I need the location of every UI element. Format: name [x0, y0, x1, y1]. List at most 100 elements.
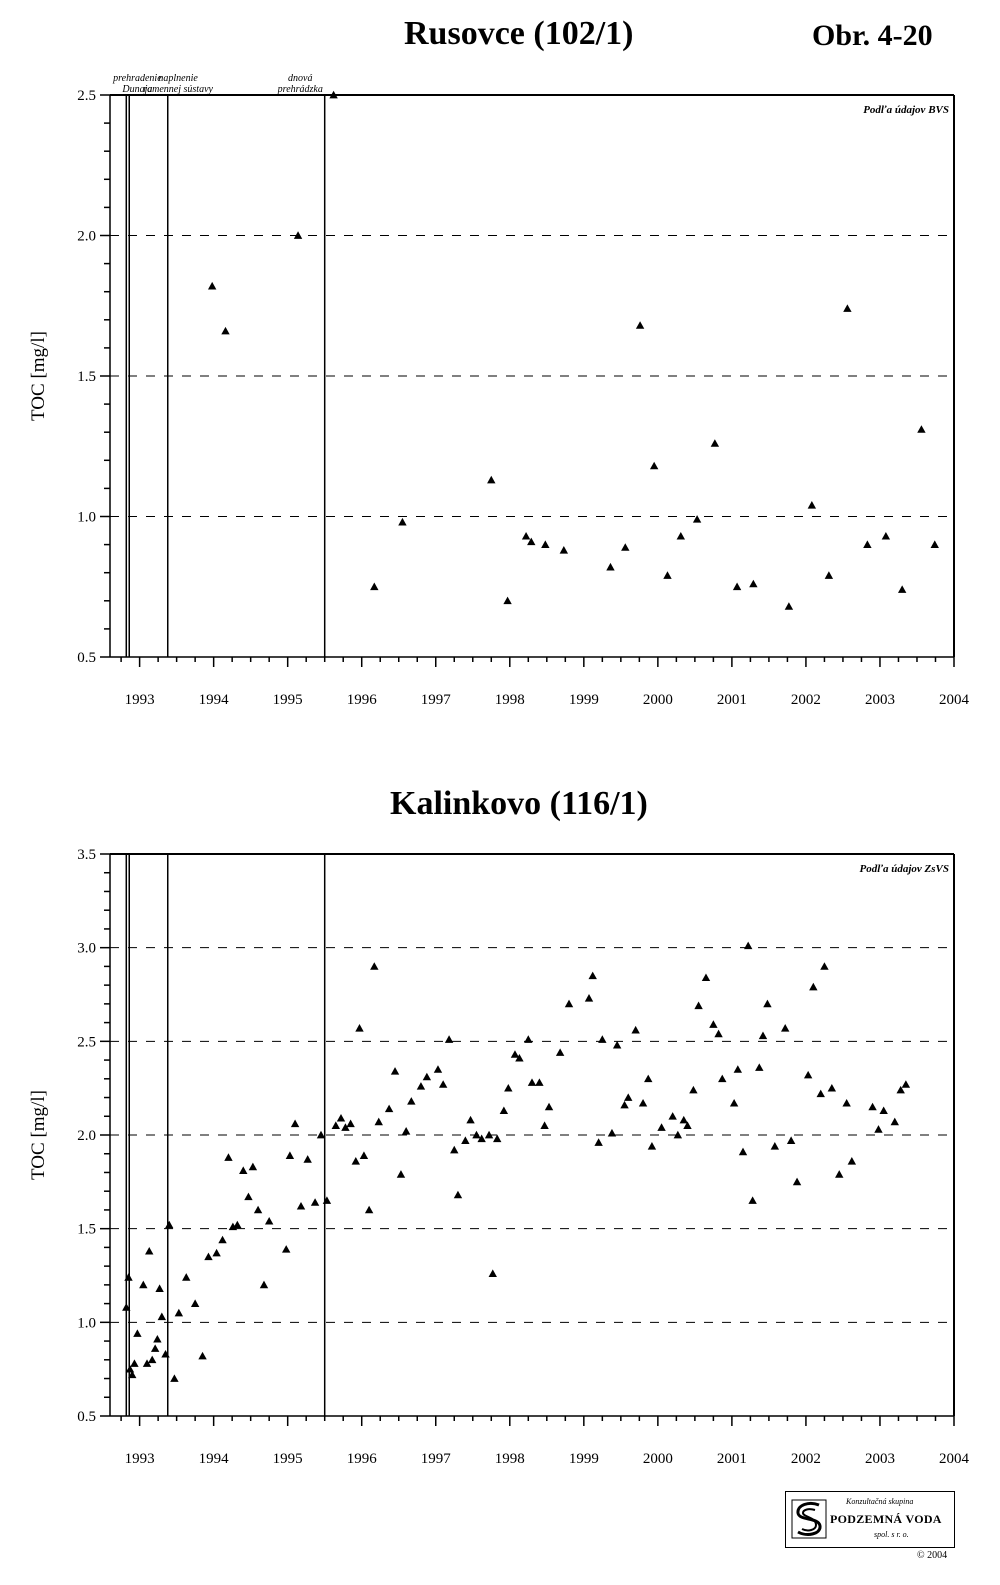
data-point [901, 1080, 911, 1088]
data-point [679, 1115, 688, 1124]
data-point [503, 596, 512, 605]
data-point [803, 1070, 813, 1079]
data-point [282, 1245, 291, 1253]
data-point [689, 1085, 698, 1094]
x-tick-label: 1999 [569, 692, 599, 708]
data-point [521, 531, 531, 540]
data-point [504, 1083, 513, 1092]
data-point [758, 1031, 768, 1040]
data-point [253, 1205, 263, 1214]
chart-title-kalinkovo: Kalinkovo (116/1) [390, 785, 648, 822]
x-tick-label: 1996 [347, 692, 378, 708]
chart-rusovce: 0.5 1.0 1.5 2.0 2.5 1993 1994 1995 1996 1997 1998 1… [28, 73, 970, 708]
data-point [407, 1097, 416, 1105]
data-point [620, 1100, 629, 1109]
data-point [868, 1102, 877, 1111]
event-annotation-line2: prehrádzka [277, 84, 323, 95]
data-point [370, 962, 379, 970]
data-point [564, 999, 574, 1008]
data-point [450, 1145, 459, 1154]
data-point [174, 1308, 184, 1317]
y-tick-label: 0.5 [77, 1409, 96, 1425]
data-point [329, 90, 338, 99]
data-point [683, 1121, 692, 1129]
data-point [133, 1329, 142, 1337]
data-point [401, 1127, 411, 1135]
data-point [190, 1299, 200, 1307]
data-point [559, 546, 569, 554]
x-tick-label: 2000 [643, 692, 673, 708]
event-annotation-line2: Dunaja [121, 84, 152, 95]
data-point [239, 1166, 248, 1174]
data-point [212, 1248, 221, 1257]
data-point [631, 1025, 640, 1034]
logo-top-text: Konzultačná skupina [846, 1497, 914, 1506]
data-point [676, 531, 686, 540]
data-point [881, 531, 891, 540]
data-point [874, 1125, 883, 1133]
data-point [809, 982, 818, 991]
x-tick-label: 2002 [791, 1451, 821, 1467]
data-point [128, 1370, 137, 1379]
data-point [638, 1098, 648, 1107]
data-point [310, 1198, 320, 1206]
data-point [472, 1130, 481, 1139]
data-point [606, 562, 615, 571]
data-point [198, 1351, 207, 1360]
copyright-text: © 2004 [917, 1550, 948, 1561]
event-annotation-line2: ramennej sústavy [143, 84, 213, 95]
x-tick-label: 1994 [199, 1451, 230, 1467]
y-tick-label: 0.5 [77, 650, 96, 666]
data-point [607, 1128, 617, 1137]
data-point [594, 1138, 603, 1146]
data-point [124, 1273, 133, 1281]
y-tick-label: 1.5 [77, 369, 96, 385]
data-point [624, 1093, 633, 1101]
y-axis-title: TOC [mg/l] [28, 1090, 49, 1180]
x-tick-label: 2002 [791, 692, 821, 708]
y-tick-label: 3.5 [77, 847, 96, 863]
data-point [535, 1078, 544, 1086]
data-point [477, 1134, 486, 1143]
data-point [130, 1359, 139, 1367]
x-tick-label: 2001 [717, 1451, 747, 1467]
data-point [139, 1280, 148, 1289]
data-point [694, 1001, 703, 1010]
x-tick-label: 1994 [199, 692, 230, 708]
x-tick-label: 1993 [125, 1451, 155, 1467]
data-point [673, 1130, 683, 1139]
data-point [792, 1177, 802, 1186]
data-point [710, 439, 720, 447]
data-point [584, 994, 594, 1002]
figure-label: Obr. 4-20 [812, 19, 933, 52]
company-logo: Konzultačná skupina PODZEMNÁ VODA spol. … [785, 1491, 955, 1548]
data-point [346, 1119, 355, 1128]
data-point [396, 1170, 406, 1178]
data-point [544, 1102, 554, 1111]
data-point [165, 1220, 174, 1229]
data-point [438, 1080, 448, 1088]
data-point [748, 1196, 757, 1204]
data-point [749, 579, 758, 588]
data-point [598, 1035, 607, 1043]
data-point [541, 540, 550, 548]
data-point [709, 1020, 718, 1028]
y-tick-label: 1.5 [77, 1222, 96, 1238]
x-tick-label: 1997 [421, 1451, 452, 1467]
data-point [738, 1147, 748, 1156]
data-point [125, 1364, 135, 1373]
data-point [657, 1123, 666, 1131]
data-point [842, 1098, 851, 1107]
data-point [370, 582, 379, 591]
data-point [879, 1106, 888, 1115]
data-point [316, 1130, 326, 1139]
x-tick-label: 1995 [273, 1451, 303, 1467]
data-source-note: Podľa údajov ZsVS [860, 863, 949, 875]
data-point [824, 571, 834, 579]
x-tick-label: 2004 [939, 1451, 970, 1467]
data-point [807, 501, 817, 509]
x-tick-label: 1995 [273, 692, 303, 708]
data-point [897, 585, 907, 593]
data-point [843, 304, 852, 312]
data-point [384, 1104, 394, 1113]
